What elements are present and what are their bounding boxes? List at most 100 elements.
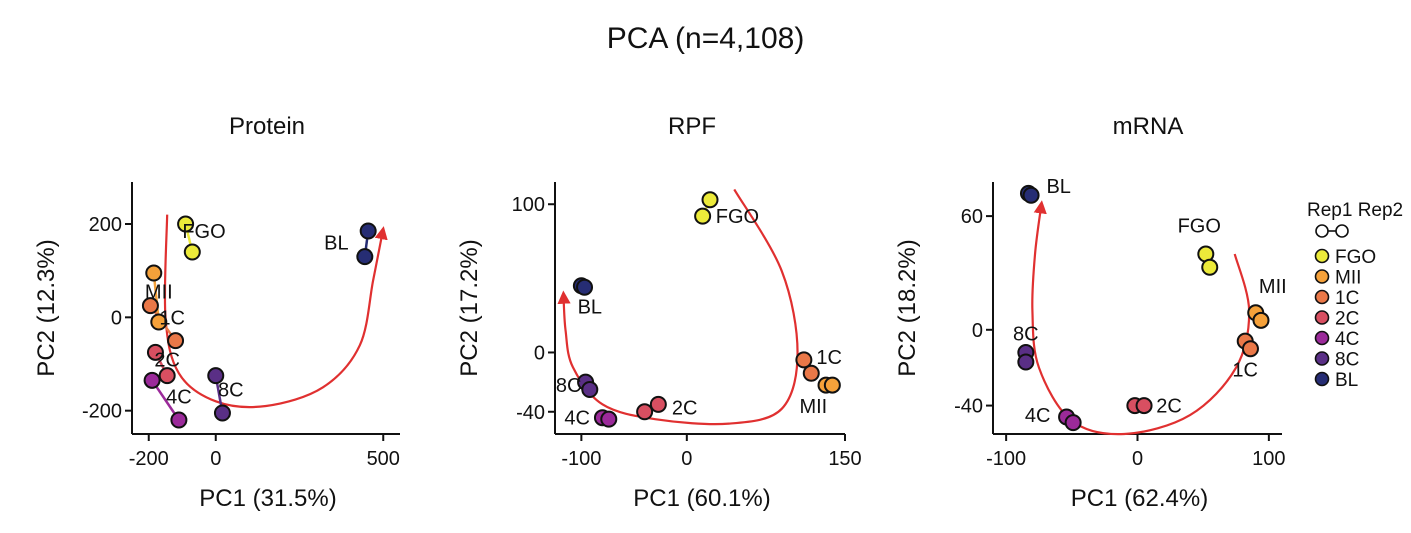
x-axis-label: PC1 (31.5%): [199, 485, 336, 512]
trajectory-arrow: [557, 188, 799, 426]
point-label-8c: 8C: [218, 380, 244, 402]
legend-marker-bl: [1314, 371, 1330, 387]
trajectory-arrow: [163, 214, 388, 409]
point-label-2c: 2C: [1156, 396, 1182, 418]
point-4c-rep2: [600, 410, 618, 428]
point-label-4c: 4C: [1025, 405, 1051, 427]
point-label-mii: MII: [799, 396, 827, 418]
point-fgo-rep2: [183, 243, 201, 261]
point-label-4c: 4C: [564, 408, 590, 430]
legend-marker-1c: [1314, 289, 1330, 305]
point-1c-rep2: [167, 332, 185, 350]
x-tick-label: -100: [986, 448, 1026, 470]
y-tick-label: 100: [512, 194, 545, 216]
legend-label-2c: 2C: [1335, 309, 1359, 330]
point-fgo-rep2: [1201, 258, 1219, 276]
y-tick-label: 0: [111, 307, 122, 329]
legend-marker-fgo: [1314, 248, 1330, 264]
legend-rep2-marker: [1335, 224, 1349, 238]
y-tick-label: -40: [516, 402, 545, 424]
y-tick-label: 200: [89, 214, 122, 236]
legend-label-4c: 4C: [1335, 329, 1359, 350]
point-1c-rep2: [1241, 340, 1259, 358]
x-tick-label: 100: [1252, 448, 1285, 470]
point-bl-rep2: [356, 248, 374, 266]
y-tick-label: -40: [954, 396, 983, 418]
point-label-bl: BL: [324, 233, 348, 255]
point-label-2c: 2C: [154, 349, 180, 371]
figure-title: PCA (n=4,108): [606, 22, 805, 55]
point-label-2c: 2C: [672, 397, 698, 419]
point-label-1c: 1C: [159, 307, 185, 329]
point-mii-rep1: [145, 264, 163, 282]
point-4c-rep2: [170, 411, 188, 429]
point-4c-rep1: [143, 371, 161, 389]
point-mii-rep2: [1252, 311, 1270, 329]
legend-rep-labels: Rep1 Rep2: [1307, 200, 1403, 221]
point-fgo-rep1: [694, 207, 712, 225]
y-tick-label: -200: [82, 401, 122, 423]
point-label-8c: 8C: [1013, 324, 1039, 346]
point-label-mii: MII: [145, 282, 173, 304]
point-8c-rep2: [581, 381, 599, 399]
x-tick-label: -200: [129, 448, 169, 470]
chart-rpf: RPF -100 0 150 -40 0 100 PC1 (60.1%) PC2 (17.2%)…: [456, 113, 862, 512]
legend-marker-mii: [1314, 269, 1330, 284]
point-label-fgo: FGO: [716, 206, 759, 228]
chart-title: Protein: [229, 113, 305, 140]
point-2c-rep2: [1135, 397, 1153, 415]
point-1c-rep1: [795, 351, 813, 369]
point-bl-rep1: [359, 222, 377, 240]
point-2c-rep2: [649, 395, 667, 413]
legend-label-1c: 1C: [1335, 288, 1359, 309]
point-4c-rep2: [1064, 414, 1082, 432]
point-8c-rep1: [207, 367, 225, 385]
point-label-mii: MII: [1259, 276, 1287, 298]
point-8c-rep2: [1017, 353, 1035, 371]
point-2c-rep1: [146, 343, 164, 361]
point-label-1c: 1C: [1232, 360, 1258, 382]
y-tick-label: 0: [534, 342, 545, 364]
y-axis-label: PC2 (12.3%): [33, 239, 60, 376]
point-label-fgo: FGO: [1178, 216, 1221, 238]
point-label-bl: BL: [1046, 176, 1070, 198]
point-label-1c: 1C: [816, 347, 842, 369]
chart-protein: Protein -200 0 500 -200 0 200 PC1 (31.5%) PC2 (1…: [33, 113, 400, 512]
point-mii-rep2: [823, 376, 841, 394]
y-tick-label: 0: [972, 320, 983, 342]
legend-marker-4c: [1314, 330, 1330, 346]
point-1c-rep2: [802, 364, 820, 382]
x-axis-label: PC1 (60.1%): [633, 485, 770, 512]
point-fgo-rep2: [701, 191, 719, 209]
point-bl-rep2: [576, 278, 594, 296]
point-label-8c: 8C: [556, 375, 582, 397]
point-8c-rep2: [213, 404, 231, 422]
point-2c-rep1: [636, 403, 654, 421]
chart-title: mRNA: [1113, 113, 1184, 140]
chart-title: RPF: [668, 113, 716, 140]
x-tick-label: -100: [561, 448, 601, 470]
chart-mrna: mRNA -100 0 100 -40 0 60 PC1 (62.4%) PC2 (18.2%)…: [894, 113, 1287, 512]
point-label-bl: BL: [578, 297, 602, 319]
x-tick-label: 0: [1132, 448, 1143, 470]
legend-label-8c: 8C: [1335, 350, 1359, 371]
legend-label-mii: MII: [1335, 268, 1361, 289]
point-1c-rep1: [141, 297, 159, 315]
point-mii-rep2: [150, 313, 168, 331]
y-axis-label: PC2 (18.2%): [894, 239, 921, 376]
point-bl-rep2: [1022, 186, 1040, 204]
point-label-fgo: FGO: [182, 221, 225, 243]
y-tick-label: 60: [961, 206, 983, 228]
point-2c-rep2: [158, 367, 176, 385]
legend-rep1-marker: [1315, 224, 1329, 238]
legend-label-bl: BL: [1335, 370, 1358, 391]
x-tick-label: 0: [681, 448, 692, 470]
legend-marker-8c: [1314, 351, 1330, 366]
point-label-4c: 4C: [166, 387, 192, 409]
x-tick-label: 500: [367, 448, 400, 470]
legend-marker-2c: [1314, 310, 1330, 325]
x-axis-label: PC1 (62.4%): [1071, 485, 1208, 512]
